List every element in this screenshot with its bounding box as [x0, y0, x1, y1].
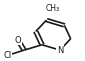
Text: CH₃: CH₃	[46, 4, 60, 13]
Text: O: O	[15, 36, 21, 45]
Text: Cl: Cl	[3, 51, 11, 60]
Text: N: N	[57, 46, 63, 55]
